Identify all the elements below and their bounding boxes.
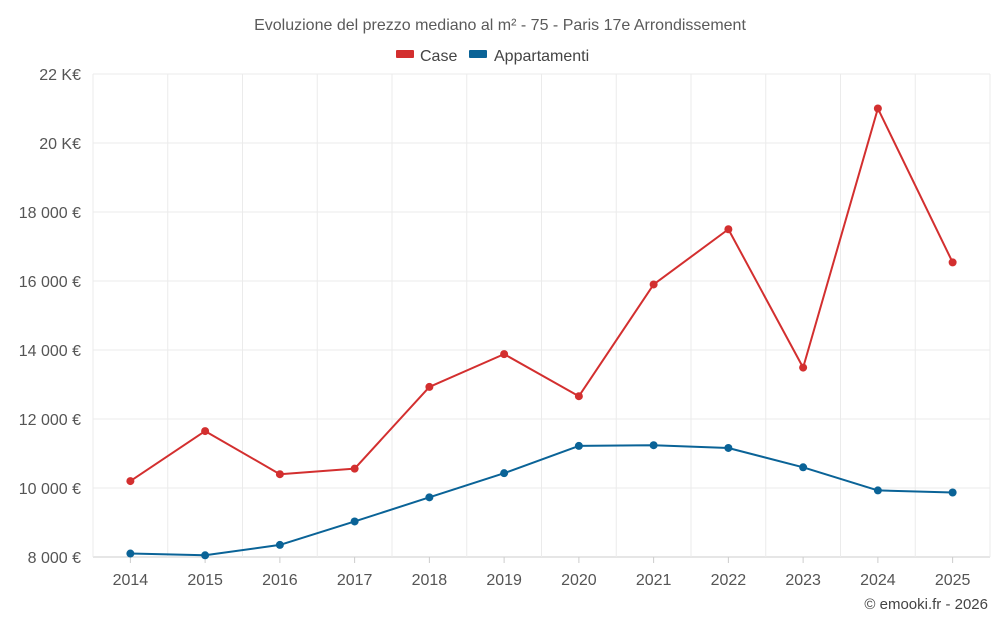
data-point-appartamenti: [873, 486, 882, 495]
legend-swatch-case: [396, 50, 414, 58]
x-tick-label: 2018: [412, 572, 448, 589]
legend: Case Appartamenti: [396, 48, 589, 65]
data-point-appartamenti: [948, 488, 957, 497]
chart-title: Evoluzione del prezzo mediano al m² - 75…: [254, 17, 746, 34]
x-tick-label: 2019: [486, 572, 522, 589]
y-tick-label: 16 000 €: [19, 274, 81, 291]
y-axis: 8 000 € 10 000 € 12 000 € 14 000 € 16 000 € 1…: [19, 67, 81, 567]
data-point-appartamenti: [425, 493, 434, 502]
data-point-appartamenti: [799, 463, 808, 472]
data-point-case: [500, 350, 509, 359]
legend-label-case: Case: [420, 48, 457, 65]
data-point-appartamenti: [275, 540, 284, 549]
x-tick-label: 2020: [561, 572, 597, 589]
data-point-appartamenti: [724, 443, 733, 452]
x-tick-label: 2023: [785, 572, 821, 589]
grid: [92, 73, 991, 558]
data-point-case: [275, 470, 284, 479]
data-point-appartamenti: [201, 551, 210, 560]
x-tick-label: 2014: [113, 572, 149, 589]
x-axis: 2014 2015 2016 2017 2018 2019 2020 2021 2022 2023…: [113, 557, 971, 589]
series-line-case: [129, 107, 954, 482]
x-tick-label: 2021: [636, 572, 672, 589]
data-point-case: [574, 392, 583, 401]
x-tick-label: 2022: [711, 572, 747, 589]
y-tick-label: 20 K€: [39, 136, 81, 153]
data-point-case: [799, 363, 808, 372]
data-point-case: [948, 258, 957, 267]
y-tick-label: 12 000 €: [19, 412, 81, 429]
data-point-case: [201, 427, 210, 436]
legend-label-appartamenti: Appartamenti: [494, 48, 589, 65]
data-point-appartamenti: [500, 469, 509, 478]
y-tick-label: 18 000 €: [19, 205, 81, 222]
data-point-appartamenti: [126, 549, 135, 558]
y-tick-label: 10 000 €: [19, 481, 81, 498]
data-point-appartamenti: [350, 517, 359, 526]
legend-swatch-appartamenti: [469, 50, 487, 58]
x-tick-label: 2015: [187, 572, 223, 589]
x-tick-label: 2016: [262, 572, 298, 589]
data-point-case: [126, 477, 135, 486]
data-point-appartamenti: [649, 441, 658, 450]
series-line-appartamenti: [130, 444, 953, 557]
data-point-case: [724, 225, 733, 234]
x-tick-label: 2017: [337, 572, 373, 589]
data-point-case: [873, 104, 882, 113]
data-point-case: [649, 280, 658, 289]
credit-text: © emooki.fr - 2026: [864, 596, 988, 613]
data-point-case: [350, 464, 359, 473]
x-tick-label: 2025: [935, 572, 971, 589]
x-tick-label: 2024: [860, 572, 896, 589]
y-tick-label: 22 K€: [39, 67, 81, 84]
data-point-case: [425, 382, 434, 391]
y-tick-label: 14 000 €: [19, 343, 81, 360]
data-point-appartamenti: [574, 441, 583, 450]
y-tick-label: 8 000 €: [28, 550, 81, 567]
series-layer: [126, 104, 957, 560]
